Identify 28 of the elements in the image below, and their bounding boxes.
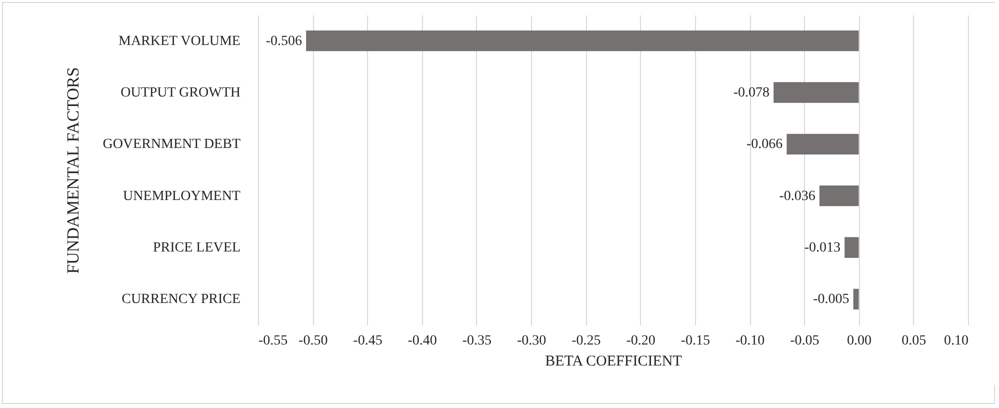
data-label: -0.078 [733, 86, 770, 100]
x-tick-label: -0.15 [680, 334, 710, 348]
x-tick-label: -0.50 [298, 334, 328, 348]
x-tick-label: -0.20 [626, 334, 656, 348]
x-tick-label: -0.05 [790, 334, 820, 348]
y-tick-label: PRICE LEVEL [153, 240, 240, 256]
x-tick-label: 0.10 [944, 334, 968, 348]
y-tick-label: OUTPUT GROWTH [120, 86, 240, 100]
data-label: -0.506 [266, 34, 302, 49]
y-tick-label: UNEMPLOYMENT [123, 188, 241, 204]
x-tick-label: -0.55 [258, 334, 288, 348]
x-tick-label: -0.25 [572, 334, 601, 348]
x-tick-label: 0.00 [847, 334, 872, 348]
y-tick-label: MARKET VOLUME [118, 34, 240, 49]
x-tick-label: -0.35 [462, 334, 492, 348]
y-tick-label: CURRENCY PRICE [122, 292, 240, 308]
x-tick-label: -0.40 [408, 334, 437, 348]
data-label: -0.005 [813, 292, 850, 308]
y-axis-title: FUNDAMENTAL FACTORS [63, 67, 82, 274]
data-label: -0.013 [804, 240, 841, 256]
x-tick-label: -0.45 [353, 334, 382, 348]
y-tick-label: GOVERNMENT DEBT [102, 137, 241, 152]
x-axis-title: BETA COEFFICIENT [545, 354, 682, 370]
data-label: -0.066 [746, 137, 783, 152]
x-tick-label: -0.10 [735, 334, 765, 348]
x-tick-label: 0.05 [902, 334, 926, 348]
data-label: -0.036 [779, 188, 816, 204]
x-tick-label: -0.30 [516, 334, 546, 348]
